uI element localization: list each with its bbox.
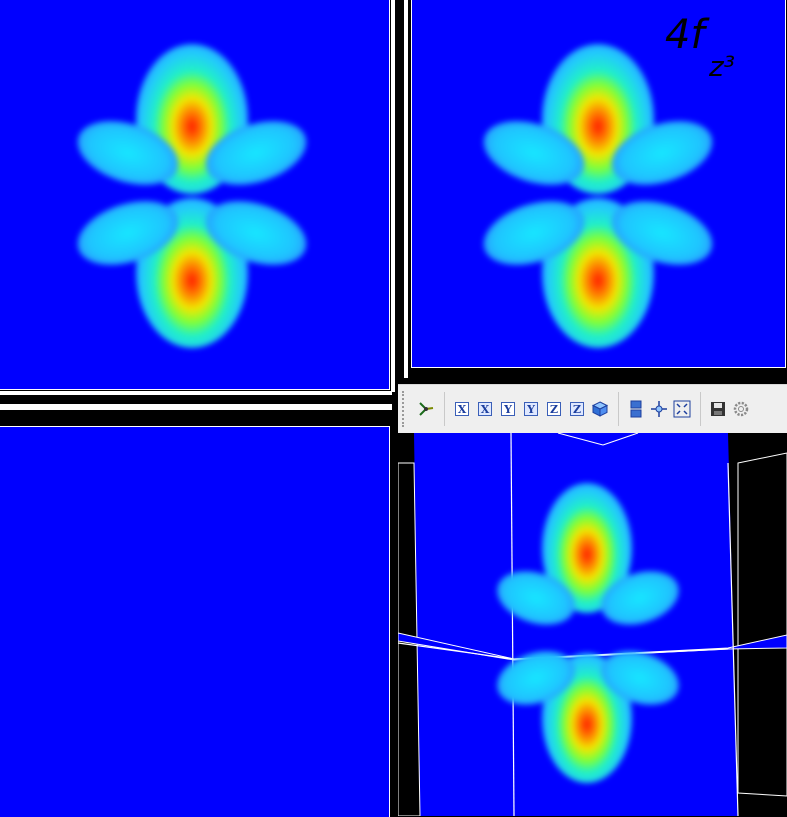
view-x-plus-button[interactable]: X xyxy=(452,399,472,419)
view-z-minus-button[interactable]: Z xyxy=(567,399,587,419)
view-separator xyxy=(0,391,392,395)
view-toolbar: X X Y Y Z Z xyxy=(398,384,787,434)
toolbar-separator xyxy=(699,392,701,426)
orbital-density-plot xyxy=(69,36,315,356)
layout-button[interactable] xyxy=(626,399,646,419)
view-separator xyxy=(0,404,392,410)
toolbar-grip[interactable] xyxy=(402,391,408,427)
slice-view-top-left[interactable] xyxy=(0,0,390,390)
crosshair-icon xyxy=(651,401,667,417)
fit-view-button[interactable] xyxy=(672,399,692,419)
gear-icon xyxy=(733,401,749,417)
z-axis-icon: Z xyxy=(547,402,561,416)
3d-scene xyxy=(398,433,787,816)
view-separator xyxy=(404,0,408,378)
center-button[interactable] xyxy=(649,399,669,419)
cube-icon xyxy=(591,401,609,417)
x-axis-icon: X xyxy=(478,402,492,416)
orbital-density-3d xyxy=(490,483,686,783)
view-z-plus-button[interactable]: Z xyxy=(544,399,564,419)
save-icon xyxy=(711,402,725,416)
orbital-density-plot xyxy=(475,36,721,356)
view-y-plus-button[interactable]: Y xyxy=(498,399,518,419)
3d-view[interactable] xyxy=(398,433,787,816)
z-axis-icon: Z xyxy=(570,402,584,416)
toolbar-separator xyxy=(443,392,445,426)
slice-view-top-right[interactable] xyxy=(411,0,786,368)
axes-icon xyxy=(419,402,434,416)
y-axis-icon: Y xyxy=(501,402,515,416)
settings-button[interactable] xyxy=(731,399,751,419)
slice-view-bottom-left[interactable] xyxy=(0,426,390,817)
x-axis-icon: X xyxy=(455,402,469,416)
layout-icon xyxy=(630,400,642,418)
isometric-view-button[interactable] xyxy=(590,399,610,419)
view-y-minus-button[interactable]: Y xyxy=(521,399,541,419)
reset-orientation-button[interactable] xyxy=(416,399,436,419)
toolbar-separator xyxy=(617,392,619,426)
y-axis-icon: Y xyxy=(524,402,538,416)
save-button[interactable] xyxy=(708,399,728,419)
view-x-minus-button[interactable]: X xyxy=(475,399,495,419)
view-separator xyxy=(391,0,395,392)
fit-icon xyxy=(673,400,691,418)
orbital-label-annotation: 4f z³ xyxy=(665,12,735,83)
svg-text:4f: 4f xyxy=(665,12,710,58)
svg-text:z³: z³ xyxy=(708,50,735,83)
